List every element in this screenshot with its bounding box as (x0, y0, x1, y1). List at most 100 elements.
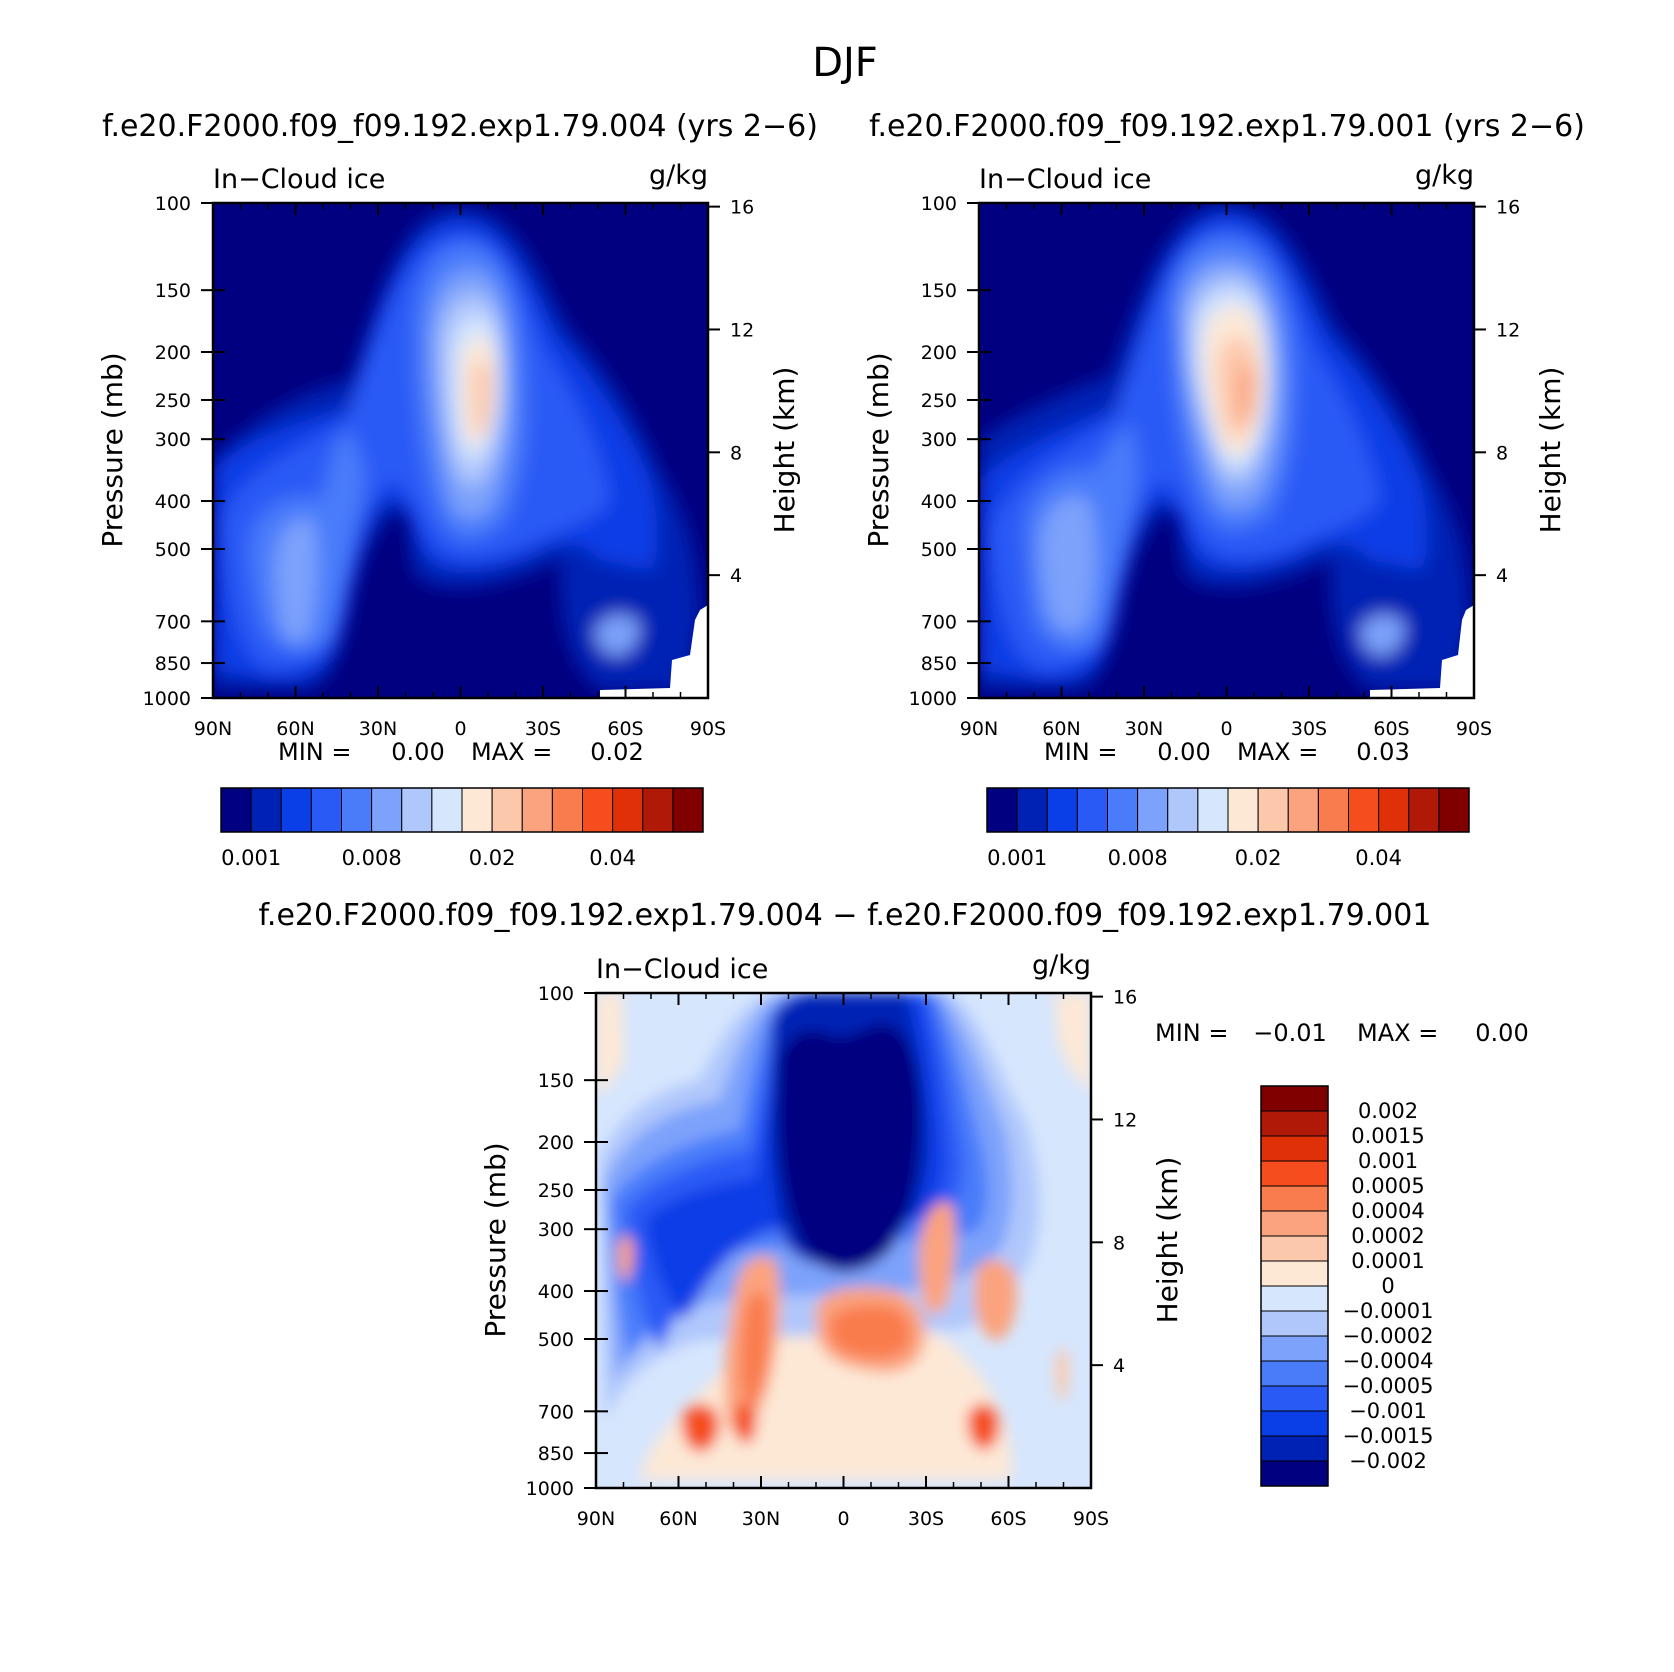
panel-c-colorbar-label: 0.0005 (1351, 1174, 1424, 1198)
panel-a-colorbar-label: 0.001 (221, 846, 281, 870)
panel-c-colorbar-swatch (1260, 1160, 1329, 1187)
panel-a-colorbar-swatch (431, 787, 463, 833)
panel-c-positive-north-low (681, 1403, 757, 1452)
panel-c-axes: 90N 60N 30N 0 30S 60S 90S 100 150 200 250 300 400 500… (526, 983, 1138, 1530)
panel-b-colorbar-swatch (1408, 787, 1440, 833)
panel-c-y-tick-label: 500 (538, 1329, 574, 1351)
panel-a-field (213, 203, 708, 698)
panel-c-x-tick-label: 90S (1073, 1508, 1109, 1530)
panel-c-x-tick-label: 60N (659, 1508, 697, 1530)
panel-c-colorbar-label: −0.0005 (1342, 1374, 1433, 1398)
panel-b-units: g/kg (1415, 160, 1474, 191)
panel-c-colorbar-label: 0.0002 (1351, 1224, 1424, 1248)
panel-b-colorbar: 0.001 0.008 0.02 0.04 (986, 787, 1470, 870)
panel-a-colorbar-swatch (401, 787, 433, 833)
panel-c-y2-tick-label: 8 (1113, 1232, 1125, 1254)
panel-c-colorbar-swatch (1260, 1285, 1329, 1312)
panel-b-y-tick-label: 700 (921, 611, 957, 633)
panel-a-colorbar-swatch (551, 787, 583, 833)
panel-c-colorbar-swatch (1260, 1360, 1329, 1387)
panel-b-y-tick-label: 200 (921, 342, 957, 364)
panel-a-y2-tick-label: 16 (730, 197, 754, 219)
panel-c-y-tick-label: 400 (538, 1281, 574, 1303)
panel-c-variable: In−Cloud ice (596, 954, 768, 985)
panel-a-contours (213, 207, 700, 690)
panel-a-y-tick-label: 150 (155, 280, 191, 302)
panel-a-y2-tick-label: 12 (730, 319, 754, 341)
panel-c-y-tick-label: 1000 (526, 1478, 574, 1500)
panel-c-positive-north-core (741, 1292, 770, 1404)
panel-c-colorbar-label: −0.0004 (1342, 1349, 1433, 1373)
panel-c-positive-midlevel-core (829, 1305, 911, 1359)
panel-b-colorbar-swatch (1076, 787, 1108, 833)
panel-b-y2-tick-label: 4 (1496, 565, 1508, 587)
panel-b-colorbar-swatch (1378, 787, 1410, 833)
panel-c-y-tick-label: 100 (538, 983, 574, 1005)
panel-c-y-tick-label: 250 (538, 1180, 574, 1202)
panel-a-y2-tick-label: 4 (730, 565, 742, 587)
panel-b-y-tick-label: 1000 (909, 688, 957, 710)
panel-b-y-tick-label: 300 (921, 429, 957, 451)
panel-b-colorbar-swatch (1016, 787, 1048, 833)
panel-c-colorbar-label: −0.0015 (1342, 1424, 1433, 1448)
panel-b-y-tick-label: 100 (921, 193, 957, 215)
panel-a-max-value: 0.02 (590, 738, 643, 766)
panel-c-x-tick-label: 30S (908, 1508, 944, 1530)
panel-c-colorbar-label: 0 (1381, 1274, 1394, 1298)
panel-a-colorbar-swatch (280, 787, 312, 833)
panel-a-y2label: Height (km) (768, 367, 801, 534)
panel-c-field (596, 993, 1091, 1488)
panel-b: In−Cloud ice g/kg Pressure (mb) Height (… (862, 160, 1567, 870)
panel-c-colorbar-label: 0.0001 (1351, 1249, 1424, 1273)
panel-a-colorbar-outline (220, 787, 704, 833)
panel-a-level-9 (471, 361, 492, 437)
panel-b-colorbar-swatch (1137, 787, 1169, 833)
panel-a-x-tick-label: 30N (359, 718, 397, 740)
panel-b-y-tick-label: 400 (921, 491, 957, 513)
panel-b-colorbar-swatch (1167, 787, 1199, 833)
panel-c-y-tick-label: 150 (538, 1070, 574, 1092)
panel-a-colorbar-swatch (220, 787, 252, 833)
panel-a-colorbar-swatch (461, 787, 493, 833)
panel-a-y-tick-label: 200 (155, 342, 191, 364)
panel-c-ylabel: Pressure (mb) (479, 1142, 512, 1337)
panel-b-x-tick-label: 90N (960, 718, 998, 740)
panel-c-y-tick-label: 300 (538, 1219, 574, 1241)
panel-a-y2-tick-label: 8 (730, 442, 742, 464)
panel-b-y2label: Height (km) (1534, 367, 1567, 534)
panel-b-colorbar-swatch (1257, 787, 1289, 833)
panel-a-colorbar-label: 0.008 (342, 846, 402, 870)
panel-b-colorbar-label: 0.02 (1235, 846, 1282, 870)
panel-b-colorbar-swatch (1107, 787, 1139, 833)
panel-c-colorbar-swatch (1260, 1210, 1329, 1237)
panel-b-colorbar-outline (986, 787, 1470, 833)
panel-a-y-tick-label: 850 (155, 653, 191, 675)
panel-c-y2-tick-label: 12 (1113, 1109, 1137, 1131)
panel-c-colorbar-swatch (1260, 1135, 1329, 1162)
panel-b-x-tick-label: 60S (1373, 718, 1409, 740)
panel-b-contours (979, 203, 1470, 690)
panel-a-y-tick-label: 400 (155, 491, 191, 513)
panel-c-colorbar-swatch (1260, 1260, 1329, 1287)
panel-a-y-tick-label: 100 (155, 193, 191, 215)
panel-a-x-tick-label: 60N (276, 718, 314, 740)
panel-b-y-tick-label: 250 (921, 390, 957, 412)
panel-c-max-value: 0.00 (1475, 1019, 1528, 1047)
panel-c-edge-north (596, 993, 624, 1095)
panel-a-colorbar-swatch (582, 787, 614, 833)
panel-b-x-tick-label: 60N (1042, 718, 1080, 740)
panel-a-x-tick-label: 30S (525, 718, 561, 740)
panel-b-y2-tick-label: 16 (1496, 197, 1520, 219)
panel-c-colorbar-swatch (1260, 1185, 1329, 1212)
panel-b-title: f.e20.F2000.f09_f09.192.exp1.79.001 (yrs… (869, 109, 1585, 144)
panel-c-colorbar-swatch (1260, 1435, 1329, 1462)
panel-b-x-tick-label: 0 (1220, 718, 1232, 740)
panel-c-y2-tick-label: 16 (1113, 987, 1137, 1009)
panel-c-y-tick-label: 700 (538, 1401, 574, 1423)
panel-b-max-label: MAX = (1237, 738, 1318, 766)
panel-c-positive-south-low (967, 1403, 1000, 1450)
panel-b-colorbar-swatch (1046, 787, 1078, 833)
panel-a-missing-data (600, 605, 708, 698)
panel-c-positive-far-south (1055, 1348, 1069, 1402)
panel-a-colorbar: 0.001 0.008 0.02 0.04 (220, 787, 704, 870)
